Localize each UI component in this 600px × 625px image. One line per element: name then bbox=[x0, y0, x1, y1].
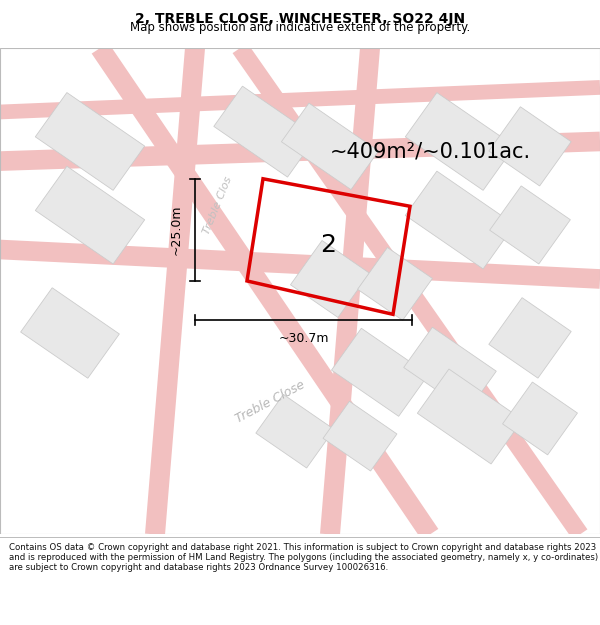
Polygon shape bbox=[404, 328, 496, 411]
Text: 2, TREBLE CLOSE, WINCHESTER, SO22 4JN: 2, TREBLE CLOSE, WINCHESTER, SO22 4JN bbox=[135, 12, 465, 26]
Polygon shape bbox=[290, 241, 370, 318]
Polygon shape bbox=[0, 240, 600, 289]
Polygon shape bbox=[214, 86, 316, 177]
Text: Contains OS data © Crown copyright and database right 2021. This information is : Contains OS data © Crown copyright and d… bbox=[9, 542, 598, 572]
Polygon shape bbox=[320, 48, 380, 535]
Polygon shape bbox=[0, 80, 600, 119]
Polygon shape bbox=[418, 369, 523, 464]
Text: Map shows position and indicative extent of the property.: Map shows position and indicative extent… bbox=[130, 21, 470, 34]
Polygon shape bbox=[233, 43, 587, 539]
Polygon shape bbox=[332, 328, 428, 416]
Polygon shape bbox=[490, 186, 571, 264]
Text: Treble Close: Treble Close bbox=[233, 378, 307, 426]
Polygon shape bbox=[281, 103, 379, 189]
Text: ~409m²/~0.101ac.: ~409m²/~0.101ac. bbox=[330, 141, 531, 161]
Text: Treble Clos: Treble Clos bbox=[202, 175, 234, 236]
Text: ~25.0m: ~25.0m bbox=[170, 204, 183, 255]
Polygon shape bbox=[20, 288, 119, 378]
Text: ~30.7m: ~30.7m bbox=[278, 332, 329, 345]
Polygon shape bbox=[256, 394, 334, 468]
Polygon shape bbox=[35, 166, 145, 264]
Polygon shape bbox=[503, 382, 577, 455]
Polygon shape bbox=[35, 92, 145, 191]
Polygon shape bbox=[0, 132, 600, 171]
Polygon shape bbox=[145, 48, 205, 535]
Text: 2: 2 bbox=[320, 233, 336, 257]
Polygon shape bbox=[406, 171, 515, 269]
Polygon shape bbox=[92, 42, 439, 540]
Polygon shape bbox=[358, 248, 433, 320]
Polygon shape bbox=[489, 107, 571, 186]
Polygon shape bbox=[406, 92, 515, 191]
Polygon shape bbox=[489, 298, 571, 378]
Polygon shape bbox=[323, 401, 397, 471]
